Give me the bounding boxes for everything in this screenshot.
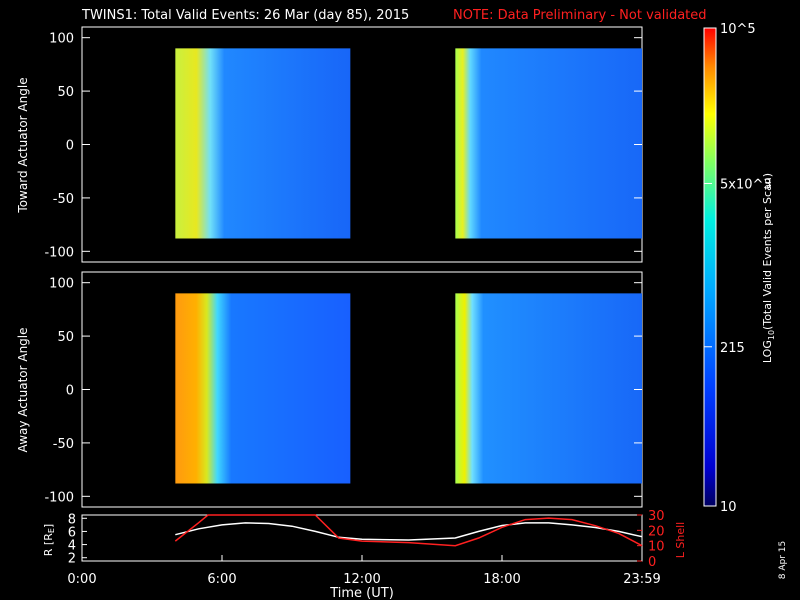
preliminary-note: NOTE: Data Preliminary - Not validated xyxy=(453,8,707,23)
colorbar: 10 215 5x10^3 10^5 LOG10(Total Valid Events… xyxy=(703,22,776,515)
y-tick-label: 50 xyxy=(57,330,74,345)
x-tick-label: 0:00 xyxy=(67,572,96,587)
y-axis-ticks: 100 50 0 -50 -100 xyxy=(44,277,642,505)
lshell-axis-label: L Shell xyxy=(674,522,687,558)
time-axis-ticks: 0:00 6:00 12:00 18:00 23:59 xyxy=(67,555,661,587)
heatmap-block xyxy=(175,48,351,239)
x-tick-label: 12:00 xyxy=(343,572,380,587)
colorbar-tick-label: 10^5 xyxy=(720,22,756,37)
heatmap-block xyxy=(455,293,642,484)
orbit-lines xyxy=(174,514,643,547)
y-tick-label: -100 xyxy=(44,490,74,505)
heatmap-blocks xyxy=(175,293,642,484)
toward-angle-panel: 100 50 0 -50 -100 Toward Actuator Angle xyxy=(16,26,643,263)
y-tick-label: 100 xyxy=(49,32,74,47)
y-tick-label: 50 xyxy=(57,85,74,100)
y-tick-label: -50 xyxy=(53,437,74,452)
y-axis-label: Away Actuator Angle xyxy=(16,327,30,452)
y-tick-label: 6 xyxy=(68,525,76,540)
y-tick-label: -100 xyxy=(44,245,74,260)
y-tick-label: 0 xyxy=(66,384,74,399)
y-axis-label: Toward Actuator Angle xyxy=(16,77,30,213)
y-tick-label: 0 xyxy=(648,555,656,570)
x-tick-label: 18:00 xyxy=(483,572,520,587)
colorbar-tick-label: 5x10^3 xyxy=(720,177,772,192)
r-axis-label: R [RE] xyxy=(42,524,56,556)
figure-title: TWINS1: Total Valid Events: 26 Mar (day … xyxy=(81,8,409,23)
lshell-series-line xyxy=(174,514,643,547)
y-tick-label: 4 xyxy=(68,539,76,554)
y-tick-label: 2 xyxy=(68,552,76,567)
heatmap-blocks xyxy=(175,48,642,239)
y-tick-label: -50 xyxy=(53,192,74,207)
y-tick-label: 100 xyxy=(49,277,74,292)
y-tick-label: 0 xyxy=(66,139,74,154)
heatmap-block xyxy=(175,293,351,484)
heatmap-block xyxy=(455,48,642,239)
colorbar-ticks: 10 215 5x10^3 10^5 xyxy=(704,22,772,515)
colorbar-scale xyxy=(703,27,717,507)
r-series-line xyxy=(175,522,643,541)
colorbar-tick-label: 10 xyxy=(720,500,737,515)
y-tick-label: 8 xyxy=(68,512,76,527)
colorbar-label: LOG10(Total Valid Events per Scan) xyxy=(761,173,776,363)
x-axis-label: Time (UT) xyxy=(329,586,394,600)
date-stamp: 8 Apr 15 xyxy=(778,541,788,579)
y-axis-ticks: 100 50 0 -50 -100 xyxy=(44,32,642,260)
away-angle-panel: 100 50 0 -50 -100 Away Actuator Angle xyxy=(16,271,643,508)
x-tick-label: 6:00 xyxy=(207,572,236,587)
y-tick-label: 30 xyxy=(648,509,665,524)
x-tick-label: 23:59 xyxy=(623,572,660,587)
y-tick-label: 10 xyxy=(648,540,665,555)
colorbar-tick-label: 215 xyxy=(720,341,745,356)
panel-frame xyxy=(81,514,643,562)
y-tick-label: 20 xyxy=(648,524,665,539)
